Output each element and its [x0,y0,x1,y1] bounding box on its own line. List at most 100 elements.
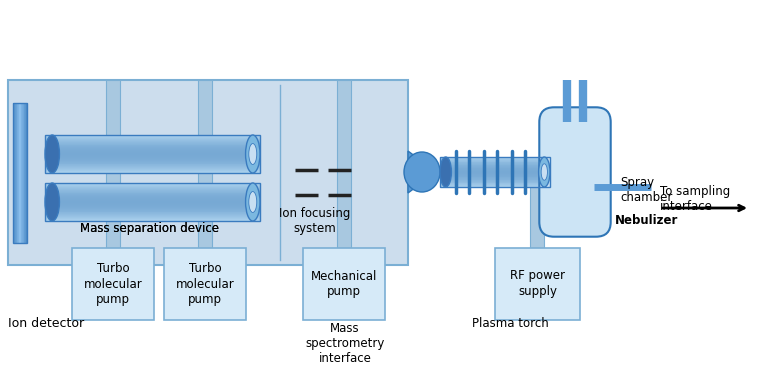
Text: To sampling
interface: To sampling interface [660,185,730,213]
Bar [45,172,260,174]
Bar [45,218,260,220]
Bar [440,160,550,161]
Bar [440,175,550,177]
Bar [20,103,22,243]
Bar [45,188,260,189]
Bar [45,195,260,196]
Bar [440,183,550,185]
Bar [440,178,550,180]
Bar [16,103,18,243]
Bar [45,192,260,193]
Bar [45,153,260,155]
Bar [45,185,260,187]
Bar [45,205,260,206]
Bar [45,220,260,222]
Text: Spray
chamber: Spray chamber [620,176,672,204]
Bar [440,169,550,170]
Bar [45,195,260,197]
Bar [72,248,154,320]
Bar [440,162,550,164]
Bar [45,144,260,145]
Bar [45,170,260,172]
Bar [440,158,550,159]
Bar [18,103,19,243]
Bar [45,207,260,208]
Bar [337,80,351,248]
Bar [14,103,15,243]
Bar [45,212,260,213]
Bar [45,148,260,150]
Ellipse shape [249,192,257,212]
Bar [45,135,260,173]
Ellipse shape [440,157,452,187]
Bar [45,186,260,187]
Bar [45,155,260,157]
Bar [440,171,550,173]
Bar [45,159,260,160]
Bar [45,184,260,186]
Bar [45,135,260,137]
Bar [45,161,260,163]
Bar [45,171,260,173]
Bar [45,139,260,141]
Bar [440,170,550,172]
Bar [440,181,550,183]
Bar [45,187,260,189]
Bar [440,176,550,178]
Bar [303,248,385,320]
Bar [45,156,260,158]
Bar [440,176,550,177]
Bar [45,214,260,216]
Bar [45,197,260,199]
Bar [45,163,260,164]
Bar [440,164,550,166]
Text: Turbo
molecular
pump: Turbo molecular pump [84,262,142,307]
Bar [45,145,260,147]
Bar [15,103,16,243]
Bar [45,168,260,170]
Bar [13,103,27,243]
Bar [440,157,550,158]
Bar [45,193,260,195]
Bar [25,103,27,243]
Ellipse shape [246,183,260,221]
Bar [25,103,26,243]
Bar [45,212,260,214]
Bar [440,159,550,161]
Bar [45,202,260,204]
Bar [440,166,550,167]
Bar [45,208,260,209]
Text: Ion focusing
system: Ion focusing system [280,207,351,235]
Bar [18,103,20,243]
Bar [45,161,260,163]
Bar [440,167,550,168]
Bar [45,166,260,168]
Bar [440,168,550,170]
Bar [45,141,260,142]
Bar [440,173,550,175]
Text: Mass separation device: Mass separation device [81,222,220,235]
Bar [45,169,260,171]
Bar [45,166,260,167]
Bar [45,140,260,141]
Bar [45,209,260,211]
Bar [440,161,550,162]
Bar [440,182,550,183]
Bar [17,103,18,243]
Bar [45,190,260,192]
Bar [440,167,550,169]
Bar [440,180,550,182]
Bar [495,248,580,320]
Bar [22,103,23,243]
Bar [45,200,260,202]
Bar [440,180,550,181]
Ellipse shape [45,135,59,173]
Bar [440,158,550,160]
Bar [45,144,260,146]
Bar [45,198,260,200]
Bar [45,149,260,151]
Bar [45,147,260,148]
Ellipse shape [249,144,257,164]
Bar [440,161,550,163]
Text: Nebulizer: Nebulizer [615,214,678,227]
